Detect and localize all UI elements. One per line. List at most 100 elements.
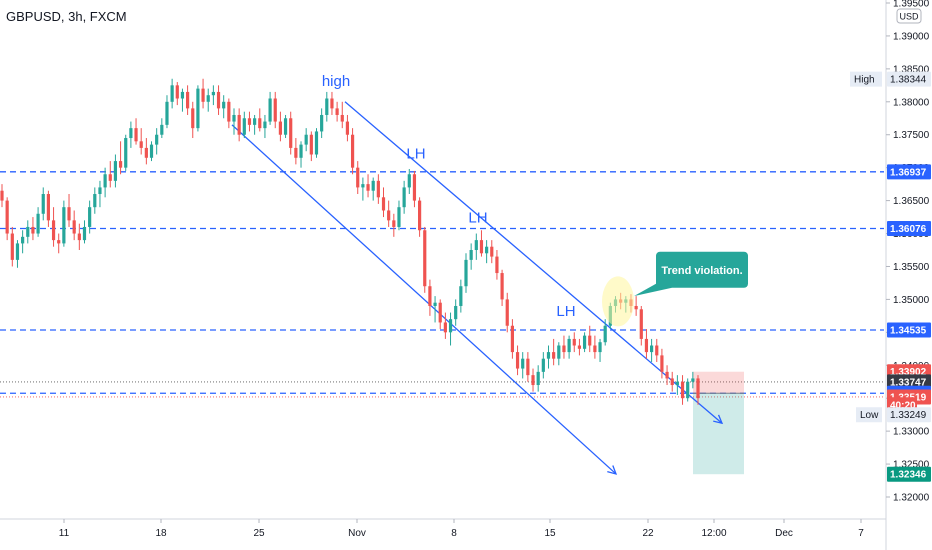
candle-body	[526, 358, 530, 376]
channel-arrow-head	[713, 414, 724, 425]
time-tick-label: 7	[858, 528, 864, 539]
candle-body	[175, 85, 179, 99]
callout-box[interactable]	[656, 251, 748, 288]
candle-body	[418, 200, 422, 231]
price-prefix-bg	[856, 407, 882, 423]
candle-body	[381, 197, 386, 211]
trend-channel[interactable]	[231, 101, 724, 475]
price-label-bg[interactable]	[887, 466, 931, 482]
candle-body	[165, 101, 169, 125]
price-label-bg[interactable]	[887, 164, 931, 180]
price-prefix-label: High	[854, 75, 875, 86]
candle-body	[160, 124, 164, 135]
price-tick-label: 1.39500	[893, 0, 930, 10]
candle-body	[454, 305, 458, 320]
candle-body	[62, 207, 66, 244]
price-tick-label: 1.38500	[893, 64, 930, 75]
usd-badge-text: USD	[899, 12, 919, 22]
candle-body	[345, 121, 350, 135]
candle-body	[88, 207, 92, 227]
candle-body	[21, 236, 25, 244]
candle-body	[443, 322, 447, 333]
candle-body	[376, 180, 380, 198]
candle-body	[634, 305, 638, 310]
candle-body	[588, 335, 592, 346]
pivot-label: LH	[556, 303, 575, 320]
candle-body	[577, 345, 582, 349]
candle-body	[407, 174, 411, 188]
currency-badge[interactable]: USD	[896, 8, 922, 24]
time-tick-label: Dec	[775, 528, 793, 539]
candle-body	[186, 91, 190, 109]
candle-body	[325, 98, 329, 115]
candle-body	[387, 210, 391, 221]
candle-body	[299, 144, 303, 158]
candle-body	[211, 91, 215, 96]
candle-body	[433, 302, 437, 306]
candle-body	[515, 352, 520, 369]
price-label-bg[interactable]	[887, 71, 931, 87]
candle-body	[227, 101, 231, 122]
grid	[0, 0, 887, 550]
price-label: 40:20	[890, 400, 916, 411]
candle-body	[479, 240, 484, 254]
candle-body	[258, 118, 262, 129]
candle-body	[5, 200, 9, 234]
time-axis[interactable]: 11 18 25 Nov 8 15 22 12:00 Dec 7	[59, 519, 864, 539]
candle-body	[361, 184, 365, 188]
position-box[interactable]	[693, 371, 744, 475]
candle-body	[320, 114, 324, 132]
candle-body	[134, 128, 138, 142]
candle-body	[675, 381, 679, 386]
stop-loss-zone[interactable]	[693, 371, 744, 394]
candle-body	[82, 226, 87, 241]
candles	[0, 78, 700, 405]
candle-body	[216, 91, 221, 109]
candle-body	[108, 174, 112, 181]
price-label: 1.36076	[890, 224, 927, 235]
candle-body	[67, 207, 71, 221]
price-label-bg[interactable]	[887, 322, 931, 338]
candle-body	[428, 286, 432, 306]
candle-body	[263, 121, 267, 129]
candle-body	[469, 250, 473, 260]
candle-body	[665, 371, 669, 379]
candle-body	[582, 335, 587, 349]
candle-body	[541, 358, 545, 372]
price-label-bg[interactable]	[887, 221, 931, 237]
trend-violation-callout[interactable]: Trend violation.	[634, 251, 748, 297]
price-tick-label: 1.33000	[893, 427, 930, 438]
candle-body	[660, 355, 664, 372]
time-tick-label: 12:00	[701, 528, 726, 539]
candle-body	[289, 118, 293, 148]
pivot-label: LH	[406, 145, 425, 162]
take-profit-zone[interactable]	[693, 393, 744, 475]
candle-body	[423, 230, 427, 287]
candle-body	[46, 194, 50, 221]
candle-body	[552, 352, 556, 359]
price-tick-label: 1.39000	[893, 31, 930, 42]
candle-body	[103, 174, 107, 188]
usd-badge-box[interactable]	[896, 8, 922, 24]
price-label-bg[interactable]	[887, 407, 931, 423]
channel-line[interactable]	[231, 124, 617, 475]
candle-body	[36, 213, 40, 234]
candle-body	[113, 161, 118, 181]
channel-line[interactable]	[344, 101, 723, 424]
candle-body	[294, 147, 298, 158]
candle-body	[603, 325, 607, 343]
candle-body	[644, 338, 649, 353]
candle-body	[57, 240, 61, 244]
candle-body	[77, 233, 81, 241]
chart-title: GBPUSD, 3h, FXCM	[6, 9, 127, 24]
price-label-bg[interactable]	[887, 374, 931, 390]
price-axis[interactable]: 1.395001.390001.385001.380001.375001.370…	[850, 0, 932, 550]
candle-body	[521, 358, 525, 369]
candle-body	[500, 273, 504, 300]
candle-body	[0, 190, 4, 201]
candle-body	[464, 259, 468, 287]
candle-body	[196, 88, 200, 129]
candle-body	[41, 194, 45, 214]
candle-body	[129, 128, 133, 139]
